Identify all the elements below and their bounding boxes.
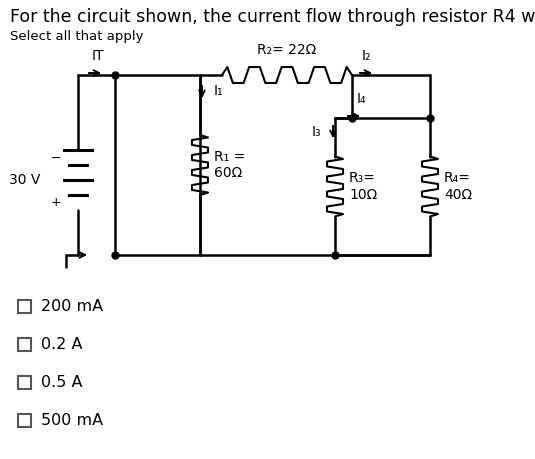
Text: R₂= 22Ω: R₂= 22Ω	[257, 43, 317, 57]
FancyBboxPatch shape	[18, 414, 31, 427]
Text: 0.5 A: 0.5 A	[41, 375, 82, 390]
Text: I₂: I₂	[361, 49, 371, 63]
Text: R₄=
40Ω: R₄= 40Ω	[444, 171, 472, 202]
Text: 200 mA: 200 mA	[41, 299, 103, 314]
Text: +: +	[51, 196, 62, 208]
Text: 500 mA: 500 mA	[41, 413, 103, 428]
Text: 0.2 A: 0.2 A	[41, 337, 82, 352]
Text: −: −	[51, 151, 61, 164]
FancyBboxPatch shape	[18, 338, 31, 351]
Text: For the circuit shown, the current flow through resistor R4 would be:: For the circuit shown, the current flow …	[10, 8, 535, 26]
FancyBboxPatch shape	[18, 376, 31, 389]
Text: I₁: I₁	[214, 84, 224, 98]
FancyBboxPatch shape	[18, 300, 31, 313]
Text: R₃=
10Ω: R₃= 10Ω	[349, 171, 377, 202]
Text: I₄: I₄	[356, 92, 366, 106]
Text: R₁ =
60Ω: R₁ = 60Ω	[214, 150, 245, 180]
Text: 30 V: 30 V	[9, 173, 40, 187]
Text: Select all that apply: Select all that apply	[10, 30, 143, 43]
Text: I₃: I₃	[311, 125, 321, 139]
Text: IT: IT	[91, 49, 104, 63]
